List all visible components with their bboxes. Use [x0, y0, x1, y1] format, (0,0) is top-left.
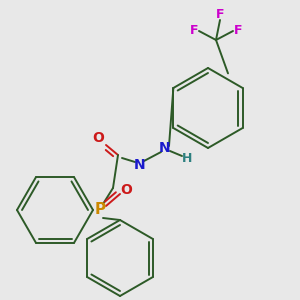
Text: O: O — [92, 131, 104, 145]
Text: P: P — [94, 202, 106, 217]
Text: F: F — [216, 8, 224, 20]
Text: N: N — [134, 158, 146, 172]
Text: H: H — [182, 152, 192, 164]
Text: F: F — [234, 23, 242, 37]
Text: O: O — [120, 183, 132, 197]
Text: N: N — [159, 141, 171, 155]
Text: F: F — [190, 23, 198, 37]
